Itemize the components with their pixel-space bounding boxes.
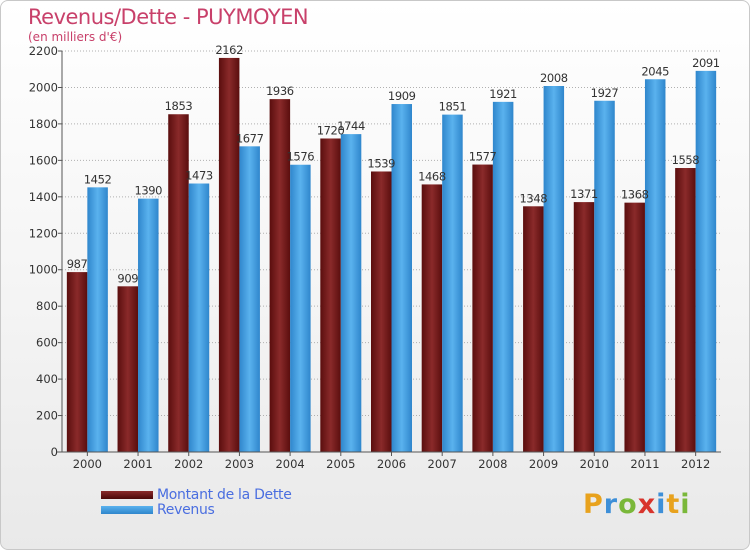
data-label-revenus: 1927 (591, 86, 619, 100)
bar-dette (371, 171, 392, 452)
data-label-revenus: 1452 (84, 172, 112, 186)
bar-revenus (594, 100, 615, 453)
x-tick-label: 2012 (681, 457, 710, 471)
x-tick-label: 2009 (529, 457, 558, 471)
data-label-dette: 1371 (570, 187, 598, 201)
legend-swatch-dette (101, 491, 153, 499)
bar-revenus (695, 70, 717, 452)
data-label-dette: 1368 (621, 188, 649, 202)
data-label-revenus: 1677 (236, 131, 264, 145)
axes: 0 200 400 600 800 1000 1200 1400 1600 1800 2000 220… (29, 44, 721, 471)
data-label-dette: 1853 (165, 99, 193, 113)
data-label-dette: 987 (67, 257, 88, 271)
data-label-dette: 1577 (469, 150, 497, 164)
bar-dette (573, 202, 595, 452)
data-label-revenus: 1851 (439, 100, 467, 114)
logo-letter: P (583, 489, 604, 520)
x-tick-label: 2000 (73, 457, 102, 471)
data-label-dette: 1720 (317, 123, 345, 137)
bar-revenus (290, 164, 311, 453)
legend-swatch-revenus (101, 506, 153, 514)
chart-title: Revenus/Dette - PUYMOYEN (28, 5, 309, 29)
bars (66, 57, 717, 453)
data-label-dette: 1468 (418, 169, 446, 183)
bar-revenus (188, 183, 210, 452)
chart-subtitle: (en milliers d'€) (28, 30, 123, 44)
logo-letter: o (618, 489, 638, 520)
bar-revenus (492, 101, 514, 452)
bar-revenus (138, 198, 159, 452)
legend-item-dette: Montant de la Dette (101, 487, 292, 503)
x-tick-label: 2005 (326, 457, 355, 471)
bar-revenus (543, 85, 565, 452)
y-tick-label: 2200 (29, 44, 58, 58)
data-label-dette: 1539 (367, 156, 395, 170)
y-tick-label: 400 (36, 372, 58, 386)
bar-dette (218, 57, 240, 453)
proxiti-logo: Proxiti (583, 489, 691, 520)
data-label-revenus: 1390 (134, 184, 162, 198)
x-tick-label: 2010 (580, 457, 609, 471)
x-tick-label: 2002 (174, 457, 203, 471)
x-tick-label: 2004 (275, 457, 304, 471)
data-label-dette: 1558 (672, 153, 700, 167)
bar-revenus (340, 134, 362, 452)
data-label-dette: 2162 (215, 43, 243, 57)
y-tick-label: 1600 (29, 153, 58, 167)
logo-letter: i (656, 489, 667, 520)
data-label-revenus: 2045 (641, 64, 669, 78)
bar-dette (523, 206, 544, 452)
legend-label-revenus: Revenus (157, 502, 215, 518)
bar-dette (624, 202, 645, 452)
bar-revenus (644, 79, 666, 453)
bar-dette (168, 114, 189, 453)
y-tick-label: 1000 (29, 263, 58, 277)
bar-dette (320, 138, 341, 452)
bar-dette (675, 168, 696, 452)
logo-letter: t (666, 489, 681, 520)
bar-dette (269, 99, 291, 453)
y-tick-label: 0 (51, 445, 58, 459)
legend-label-dette: Montant de la Dette (157, 487, 292, 503)
bar-revenus (87, 187, 108, 452)
data-label-dette: 909 (117, 271, 138, 285)
data-label-revenus: 1473 (185, 169, 213, 183)
data-label-revenus: 1576 (287, 150, 315, 164)
data-label-revenus: 1909 (388, 89, 416, 103)
data-label-dette: 1348 (519, 191, 547, 205)
x-tick-label: 2011 (630, 457, 659, 471)
logo-letter: i (680, 489, 691, 520)
y-tick-label: 800 (36, 299, 58, 313)
y-tick-label: 1200 (29, 226, 58, 240)
logo-letter: r (603, 489, 619, 520)
y-tick-label: 1400 (29, 190, 58, 204)
data-label-revenus: 1744 (337, 119, 365, 133)
bar-revenus (442, 114, 463, 452)
bar-revenus (391, 104, 412, 452)
logo-letter: x (637, 489, 657, 520)
x-tick-label: 2008 (478, 457, 507, 471)
data-label-revenus: 2008 (540, 71, 568, 85)
data-label-dette: 1936 (266, 84, 294, 98)
bar-dette (66, 272, 88, 452)
x-tick-label: 2006 (377, 457, 406, 471)
y-tick-label: 600 (36, 336, 58, 350)
bar-dette (421, 184, 443, 452)
y-tick-label: 2000 (29, 80, 58, 94)
bar-dette (472, 164, 493, 452)
x-tick-label: 2001 (123, 457, 152, 471)
x-tick-label: 2007 (428, 457, 457, 471)
bar-dette (117, 286, 139, 452)
data-label-revenus: 2091 (692, 56, 720, 70)
y-tick-label: 1800 (29, 117, 58, 131)
data-label-revenus: 1921 (489, 87, 517, 101)
x-tick-label: 2003 (225, 457, 254, 471)
y-tick-label: 200 (36, 409, 58, 423)
data-labels: 9871452909139018531473216216771936157617… (67, 43, 720, 285)
legend-item-revenus: Revenus (101, 502, 215, 518)
bar-revenus (239, 146, 260, 452)
